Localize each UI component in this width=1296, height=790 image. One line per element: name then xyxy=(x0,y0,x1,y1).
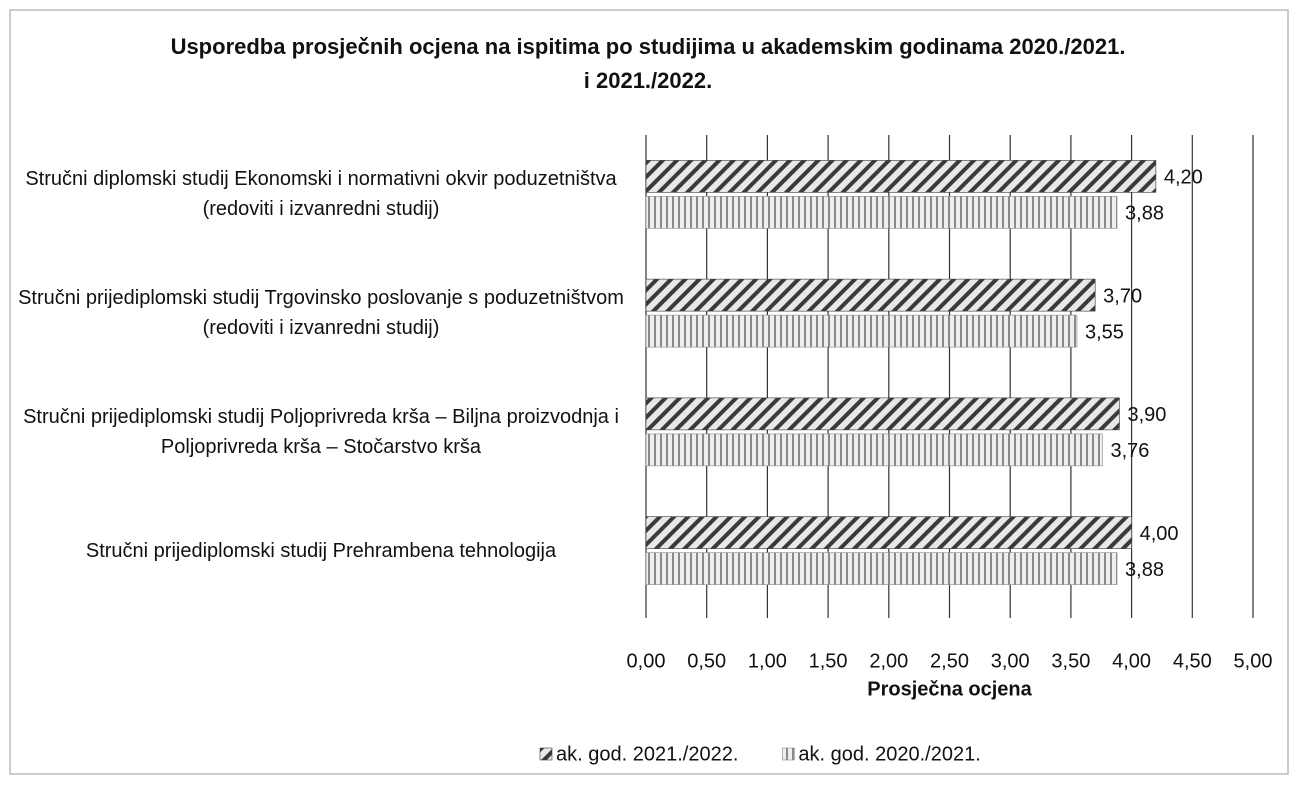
y-tick-label: Stručni diplomski studij Ekonomski i nor… xyxy=(25,168,617,221)
data-label: 3,76 xyxy=(1110,440,1149,462)
x-tick-label: 4,00 xyxy=(1112,650,1151,672)
x-tick-label: 4,50 xyxy=(1173,650,1212,672)
x-tick-label: 2,00 xyxy=(869,650,908,672)
x-tick-label: 1,50 xyxy=(809,650,848,672)
data-label: 4,00 xyxy=(1140,523,1179,545)
y-tick-label: Stručni prijediplomski studij Prehramben… xyxy=(85,539,557,562)
y-tick-label: Stručni prijediplomski studij Poljoprivr… xyxy=(23,405,619,458)
frame xyxy=(9,9,1289,775)
legend-swatch xyxy=(539,747,553,761)
data-label: 3,88 xyxy=(1125,559,1164,581)
bar xyxy=(645,314,1078,348)
x-tick-label: 5,00 xyxy=(1234,650,1273,672)
data-label: 3,88 xyxy=(1125,203,1164,225)
data-label: 3,55 xyxy=(1085,321,1124,343)
x-tick-label: 3,00 xyxy=(991,650,1030,672)
data-label: 3,90 xyxy=(1127,404,1166,426)
data-label: 3,70 xyxy=(1103,285,1142,307)
data-label: 4,20 xyxy=(1164,167,1203,189)
x-tick-label: 2,50 xyxy=(930,650,969,672)
chart-title: Usporedba prosječnih ocjena na ispitima … xyxy=(170,34,1126,93)
x-tick-label: 0,00 xyxy=(627,650,666,672)
legend-label: ak. god. 2021./2022. xyxy=(556,743,738,765)
bar xyxy=(645,552,1118,585)
bar xyxy=(645,278,1096,312)
x-axis-label: Prosječna ocjena xyxy=(867,678,1032,700)
y-tick-label: Stručni prijediplomski studij Trgovinsko… xyxy=(18,287,624,340)
x-tick-label: 3,50 xyxy=(1051,650,1090,672)
x-tick-label: 1,00 xyxy=(748,650,787,672)
bar xyxy=(645,196,1118,229)
bar xyxy=(645,397,1120,431)
bar xyxy=(645,516,1132,549)
bar xyxy=(645,160,1157,193)
bar xyxy=(645,433,1103,467)
legend-label: ak. god. 2020./2021. xyxy=(798,743,980,765)
legend-swatch xyxy=(782,747,795,761)
x-tick-label: 0,50 xyxy=(687,650,726,672)
